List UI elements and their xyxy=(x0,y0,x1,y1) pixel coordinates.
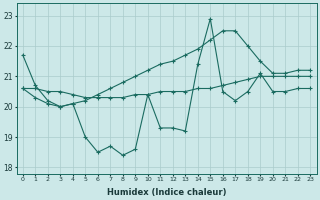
X-axis label: Humidex (Indice chaleur): Humidex (Indice chaleur) xyxy=(107,188,226,197)
